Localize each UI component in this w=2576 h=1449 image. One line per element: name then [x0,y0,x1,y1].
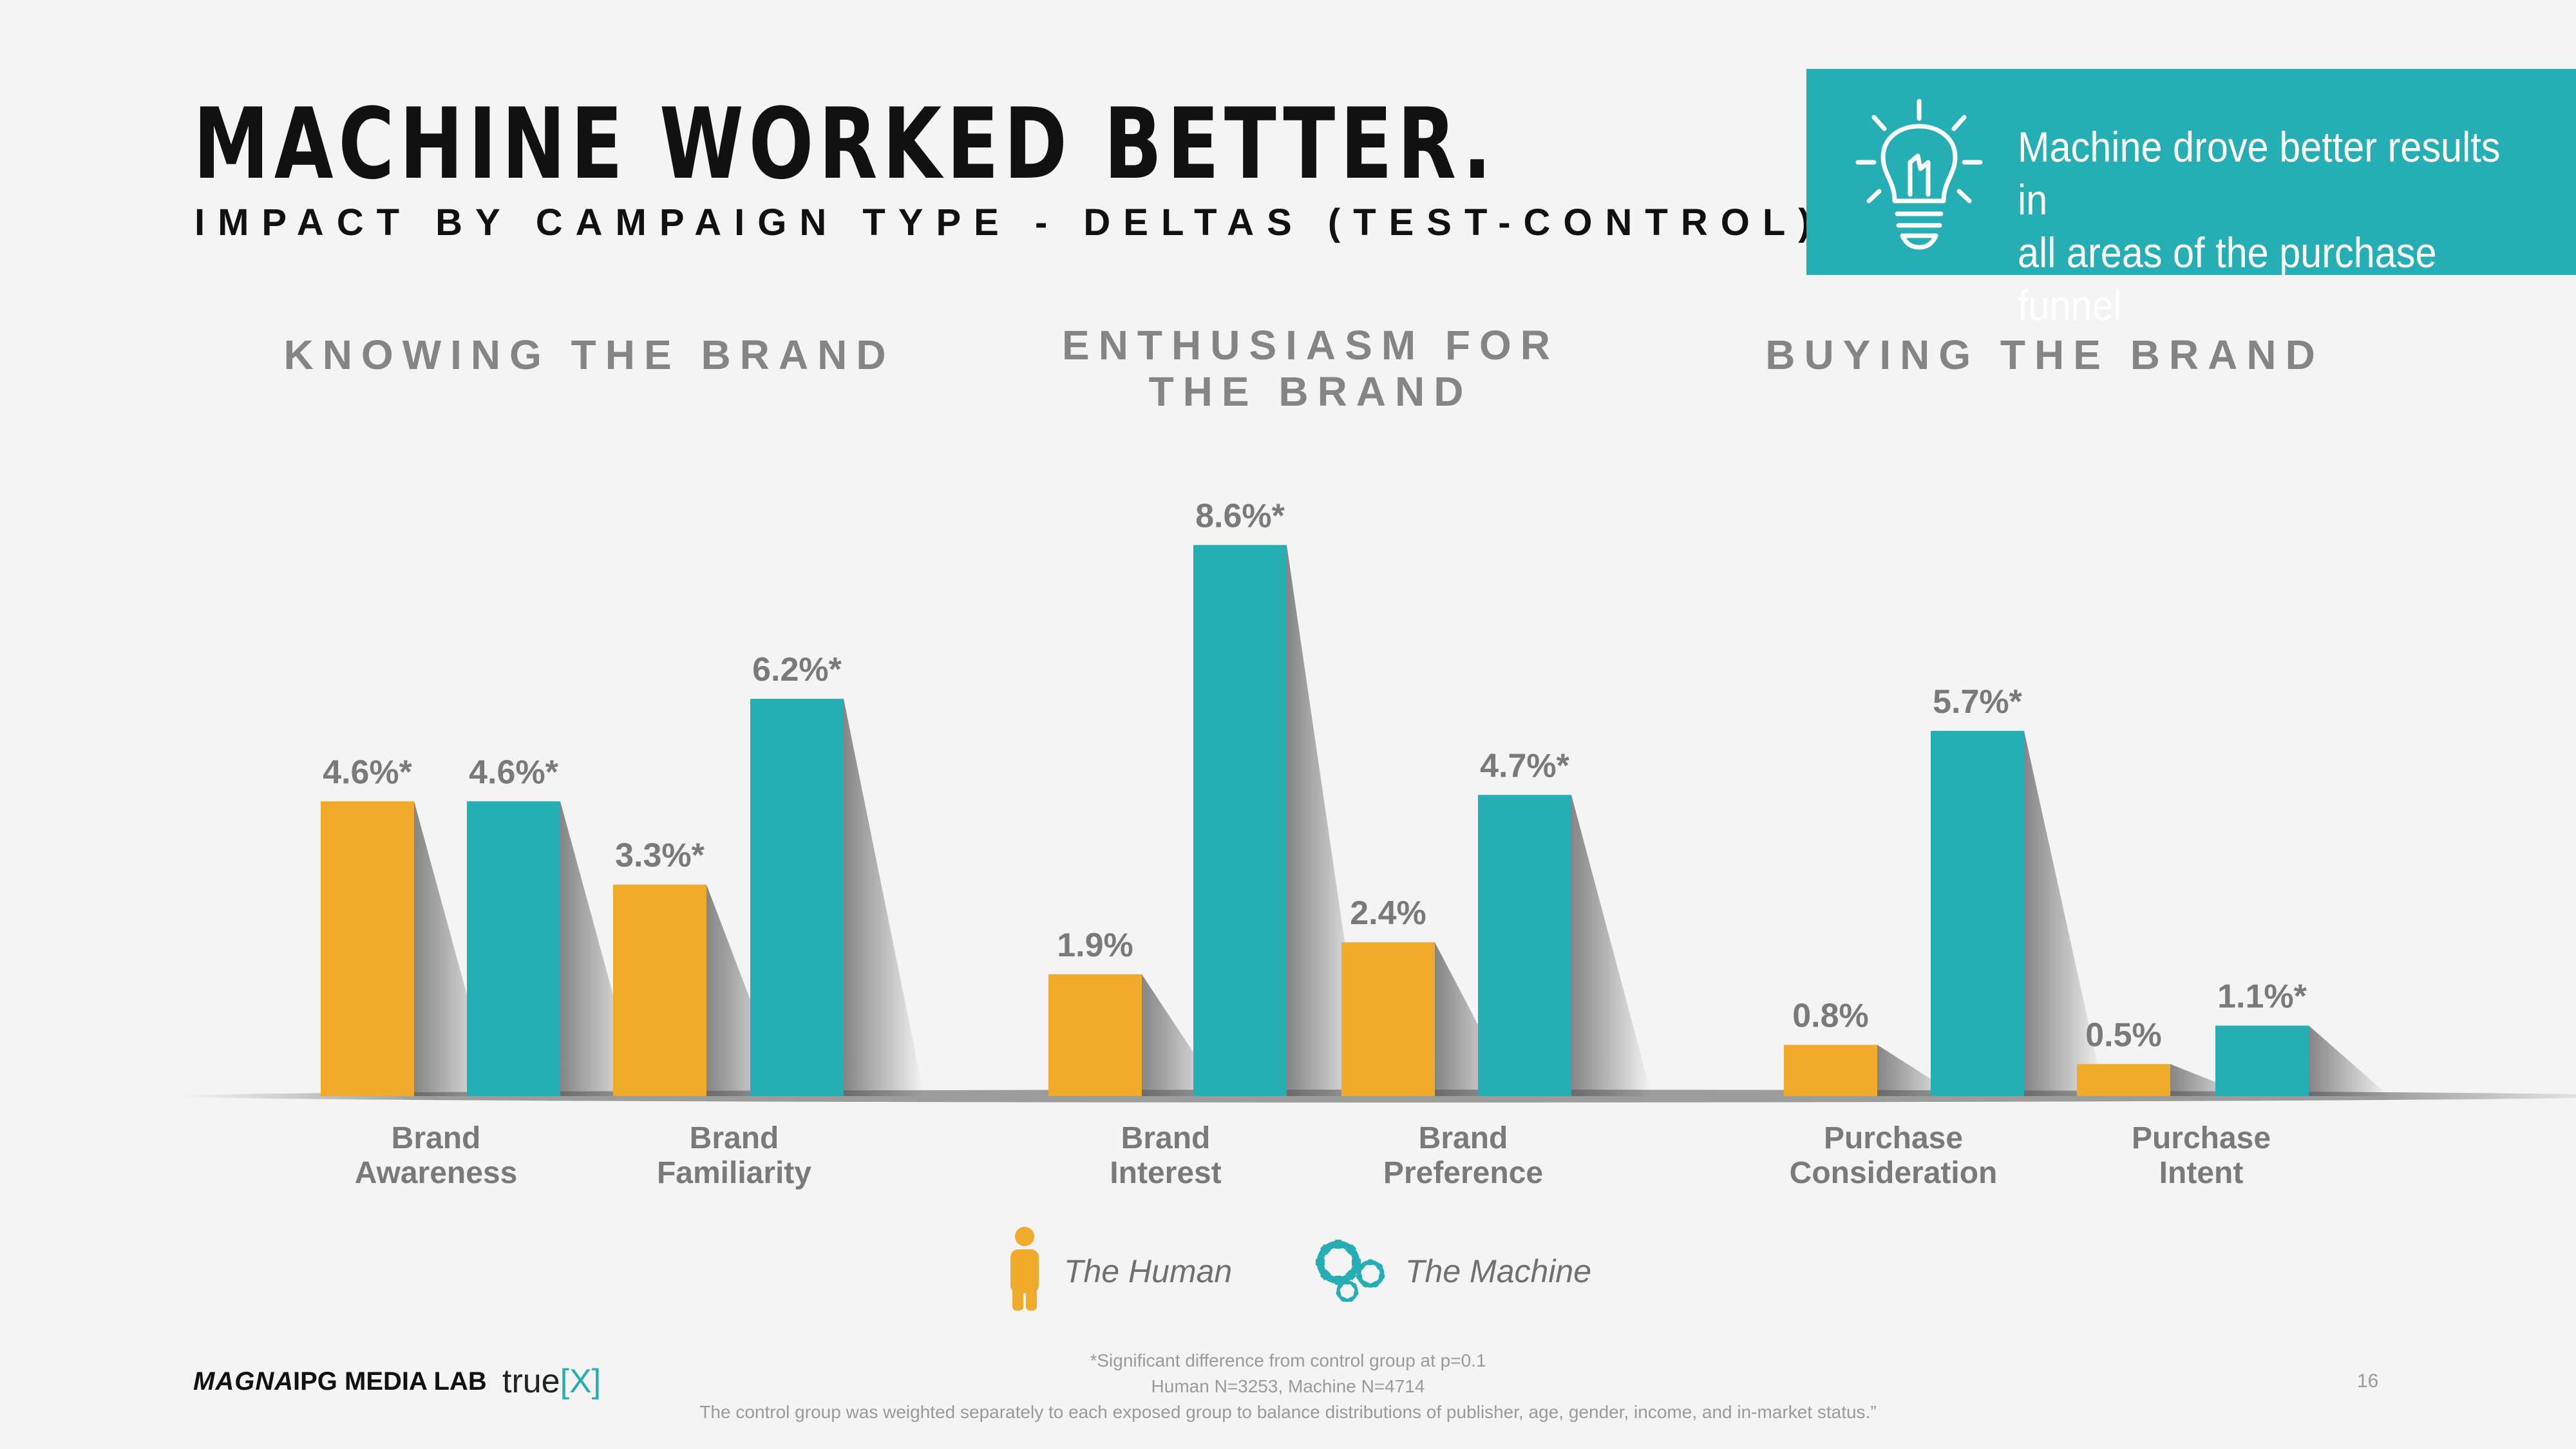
page-title: MACHINE WORKED BETTER. [193,87,1497,201]
category-label: Brand [690,1121,779,1155]
category-label: Interest [1110,1156,1221,1190]
lightbulb-icon [1855,99,1983,250]
bar-human [2077,1064,2170,1096]
data-label-human: 0.8% [1792,997,1869,1034]
bar-shadow [706,884,787,1096]
category-label: Awareness [355,1156,518,1190]
callout-box: Machine drove better results in all area… [1806,69,2576,329]
section-title-enthusiasm: ENTHUSIASM FOR THE BRAND [1005,322,1616,415]
category-label: Brand [1121,1121,1211,1155]
bar-human [1048,974,1142,1096]
bar-human [1784,1045,1877,1096]
category-label: Consideration [1790,1156,1998,1190]
section-title-line-1: ENTHUSIASM FOR [1062,322,1559,368]
footnote-significance: *Significant difference from control gro… [1090,1350,1486,1370]
data-label-machine: 4.6%* [469,753,559,791]
bar-shadow [2309,1025,2389,1096]
person-icon [1010,1227,1039,1311]
data-label-human: 4.6%* [323,753,413,791]
page-subtitle: IMPACT BY CAMPAIGN TYPE - DELTAS (TEST-C… [194,202,1824,243]
data-label-machine: 5.7%* [1933,683,2023,721]
bar-shadow [560,801,641,1096]
legend-label-human: The Human [1064,1253,1233,1289]
category-label: Brand [392,1121,481,1155]
bar-human [1341,942,1435,1096]
bar-machine [2215,1025,2309,1096]
data-label-human: 1.9% [1057,927,1133,964]
category-label: Preference [1383,1156,1543,1190]
data-label-machine: 8.6%* [1195,497,1285,535]
truex-logo: true[X] [502,1363,601,1400]
section-title-knowing: KNOWING THE BRAND [283,332,895,378]
callout-line-1: Machine drove better results in [2018,123,2501,223]
category-label: Brand [1419,1121,1508,1155]
legend-label-machine: The Machine [1405,1253,1592,1289]
footnote-weighting: The control group was weighted separatel… [699,1402,1877,1422]
bar-shadow [1571,795,1652,1096]
bar-machine [467,801,560,1096]
category-label: Familiarity [657,1156,811,1190]
section-title-line-2: THE BRAND [1148,368,1473,415]
data-label-human: 0.5% [2085,1016,2162,1054]
data-label-human: 3.3%* [615,837,705,875]
bar-shadow [844,699,924,1096]
data-label-machine: 1.1%* [2217,978,2307,1016]
bar-shadow [1287,545,1367,1096]
section-title-line-1: BUYING THE BRAND [1765,332,2324,378]
category-label: Purchase [1824,1121,1963,1155]
category-label: Intent [2159,1156,2244,1190]
data-label-machine: 4.7%* [1480,747,1570,784]
bar-shadow [1877,1045,1958,1096]
category-label: Purchase [2132,1121,2271,1155]
data-label-human: 2.4% [1350,895,1426,932]
bar-machine [1193,545,1287,1096]
page-number: 16 [2357,1370,2379,1392]
section-title-line-1: KNOWING THE BRAND [283,332,895,378]
bar-shadow [414,801,495,1096]
bar-human [321,801,414,1096]
callout-text: Machine drove better results in all area… [2018,120,2516,332]
gears-icon [1316,1240,1385,1302]
bar-human [613,884,706,1096]
callout-line-2: all areas of the purchase funnel [2018,229,2437,329]
bar-machine [1478,795,1571,1096]
ipg-media-lab-logo: IPG MEDIA LAB [293,1367,487,1396]
bar-machine [750,699,844,1096]
bar-shadow [2024,730,2105,1096]
footnote-sample-size: Human N=3253, Machine N=4714 [1151,1376,1425,1396]
section-title-buying: BUYING THE BRAND [1739,332,2351,378]
bar-machine [1931,730,2024,1096]
data-label-machine: 6.2%* [752,651,842,688]
magna-logo: MAGNA [193,1367,294,1396]
